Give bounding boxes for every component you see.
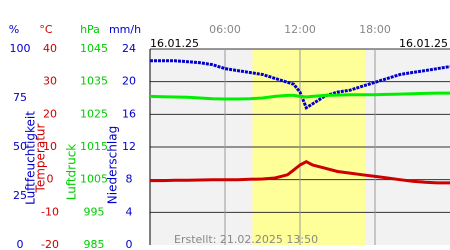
y-tick-label: 30 [43,75,57,88]
axis-title: Luftfeuchtigkeit [24,111,38,205]
y-tick-label: 8 [126,173,133,186]
axis-unit: mm/h [109,23,141,36]
y-tick-label: 12 [122,140,136,153]
y-tick-label: 0 [17,238,24,250]
date-left: 16.01.25 [150,37,199,50]
y-tick-label: 1045 [80,42,108,55]
y-tick-label: 1015 [80,140,108,153]
y-tick-label: 1035 [80,75,108,88]
y-tick-label: 995 [84,205,105,218]
y-tick-label: 4 [126,205,133,218]
y-tick-label: 16 [122,107,136,120]
axis-title: Temperatur [34,123,48,193]
y-tick-label: 50 [13,140,27,153]
y-tick-label: 75 [13,91,27,104]
y-tick-label: 20 [43,107,57,120]
y-tick-label: 100 [10,42,31,55]
series-line [150,59,450,111]
created-note: Erstellt: 21.02.2025 13:50 [174,233,318,246]
y-tick-label: 1025 [80,107,108,120]
y-tick-label: 10 [43,140,57,153]
axis-unit: °C [39,23,53,36]
x-tick-label: 12:00 [284,23,316,36]
y-tick-label: 985 [84,238,105,250]
series-line [149,91,450,101]
x-tick-label: 06:00 [209,23,241,36]
axis-unit: hPa [80,23,100,36]
y-tick-label: -20 [41,238,59,250]
x-tick-label: 18:00 [359,23,391,36]
y-tick-label: -10 [41,205,59,218]
series-line [150,160,450,185]
y-tick-label: 24 [122,42,136,55]
axis-title: Luftdruck [65,144,79,201]
y-tick-label: 20 [122,75,136,88]
date-right: 16.01.25 [399,37,448,50]
y-tick-label: 0 [126,238,133,250]
y-tick-label: 1005 [80,173,108,186]
axis-title: Niederschlag [106,126,120,204]
y-tick-label: 40 [43,42,57,55]
axis-unit: % [9,23,19,36]
y-tick-label: 25 [13,189,27,202]
y-tick-label: 0 [47,173,54,186]
